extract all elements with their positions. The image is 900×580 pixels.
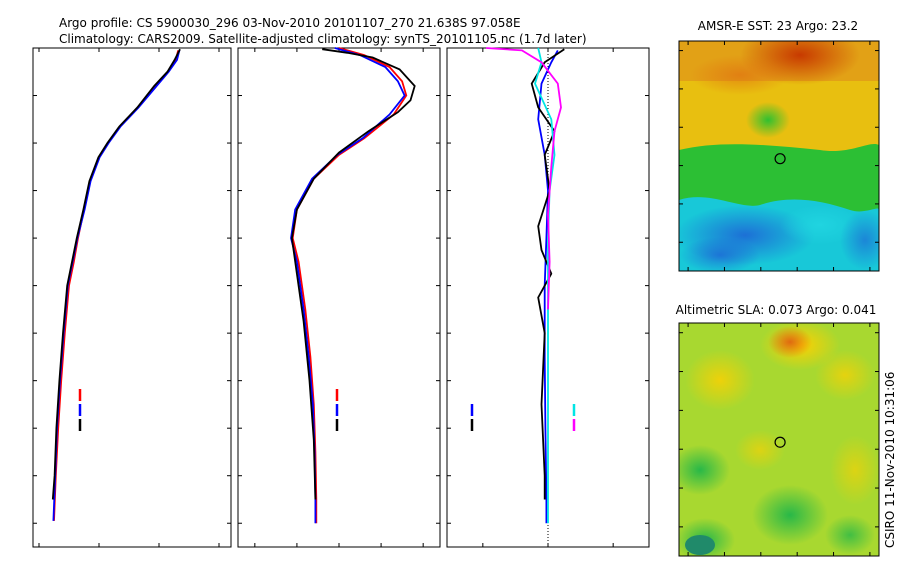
footer-timestamp: CSIRO 11-Nov-2010 10:31:06 <box>883 372 897 548</box>
argo-location-marker <box>774 436 786 448</box>
series-line <box>53 50 180 521</box>
sla-map-axes <box>679 323 879 556</box>
series-line <box>52 50 181 521</box>
series-line <box>486 47 562 310</box>
series-line <box>290 47 406 524</box>
plot-frame <box>237 47 441 548</box>
argo-location-marker <box>774 153 786 165</box>
sst-map-axes <box>679 41 879 271</box>
plot-frame <box>32 47 232 548</box>
header-line-2: Climatology: CARS2009. Satellite-adjuste… <box>59 32 587 46</box>
series-line <box>530 48 565 500</box>
series-line <box>291 47 408 524</box>
sst-heatmap <box>679 41 879 271</box>
sla-map-frame <box>678 322 880 557</box>
sla-heatmap <box>679 323 879 556</box>
series-line <box>290 48 416 500</box>
sst-map-frame <box>678 40 880 272</box>
difference-panel <box>446 47 650 548</box>
salinity-panel <box>237 47 441 548</box>
sst-map-title: AMSR-E SST: 23 Argo: 23.2 <box>698 19 858 33</box>
series-line <box>51 48 181 500</box>
header-line-1: Argo profile: CS 5900030_296 03-Nov-2010… <box>59 16 521 30</box>
temperature-panel <box>32 47 232 548</box>
sla-map-title: Altimetric SLA: 0.073 Argo: 0.041 <box>676 303 877 317</box>
